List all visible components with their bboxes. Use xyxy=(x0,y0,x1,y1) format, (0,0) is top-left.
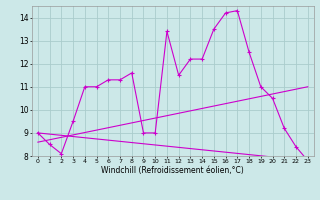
X-axis label: Windchill (Refroidissement éolien,°C): Windchill (Refroidissement éolien,°C) xyxy=(101,166,244,175)
